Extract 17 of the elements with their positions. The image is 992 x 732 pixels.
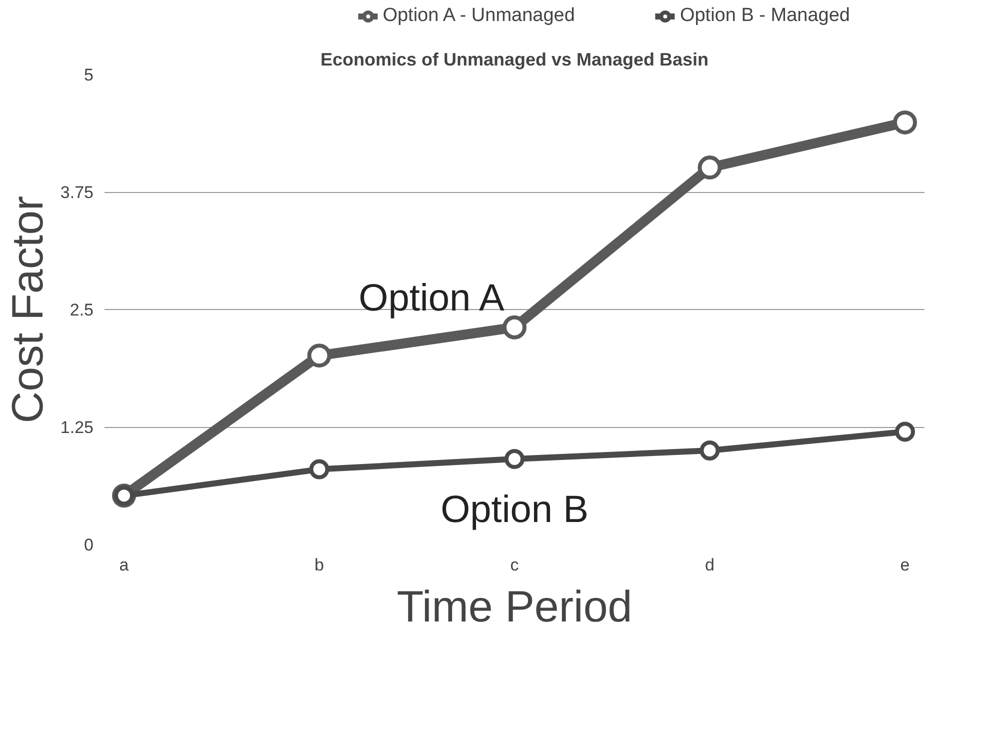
x-tick-label: b xyxy=(314,556,324,574)
x-tick-label: c xyxy=(510,556,520,574)
legend-label: Option A - Unmanaged xyxy=(382,5,575,27)
y-tick-label: 3.75 xyxy=(60,183,94,202)
x-tick-label: e xyxy=(900,556,910,574)
y-tick-label: 0 xyxy=(84,536,94,554)
chart-title: Economics of Unmanaged vs Managed Basin xyxy=(320,50,709,70)
x-tick-label: a xyxy=(119,556,130,574)
x-tick-label: d xyxy=(705,556,714,574)
y-tick-label: 1.25 xyxy=(60,418,94,437)
annotation: Option A xyxy=(358,277,506,320)
y-axis-title: Cost Factor xyxy=(3,196,52,424)
legend-label: Option B - Managed xyxy=(680,5,850,27)
y-tick-label: 5 xyxy=(84,66,94,84)
y-tick-label: 2.5 xyxy=(70,300,94,320)
annotation: Option B xyxy=(440,488,588,531)
x-axis-title: Time Period xyxy=(396,582,632,632)
